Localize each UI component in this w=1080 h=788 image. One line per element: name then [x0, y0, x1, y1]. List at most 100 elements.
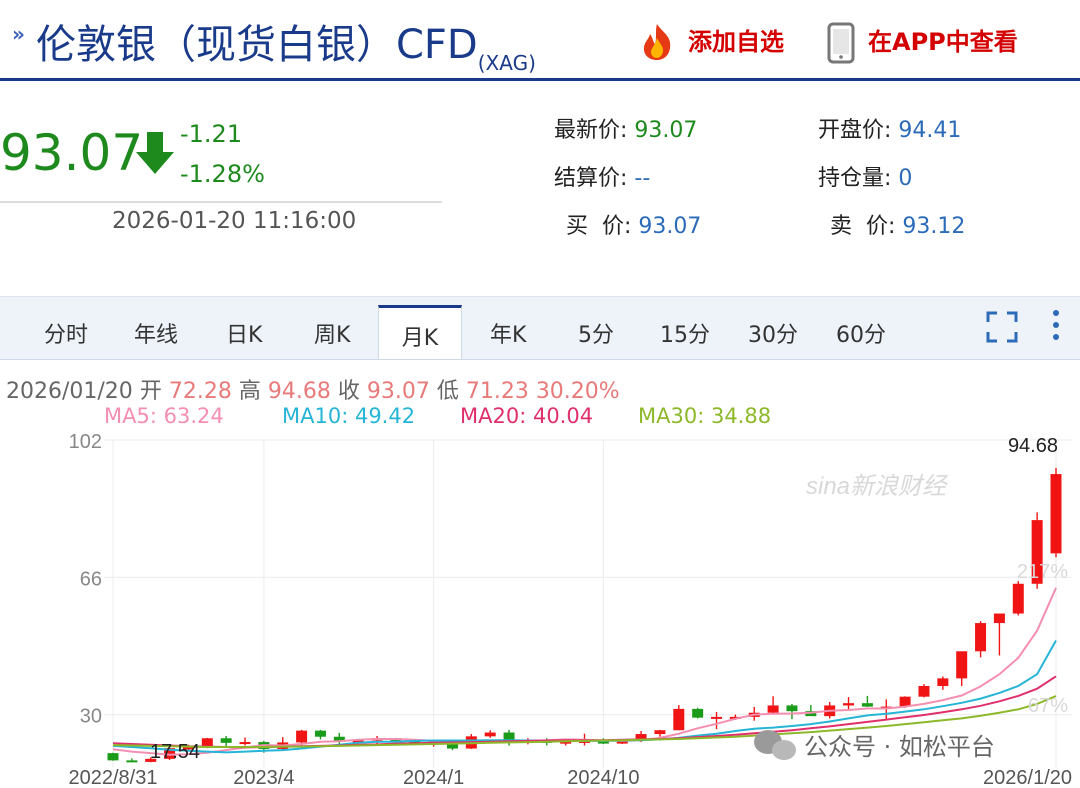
field-value: 93.07 — [638, 214, 702, 239]
x-tick-label: 2023/4 — [233, 767, 294, 788]
wechat-icon — [754, 730, 796, 760]
candle — [805, 705, 817, 717]
candle — [654, 729, 666, 737]
divider — [0, 201, 442, 203]
ohlc-date: 2026/01/20 — [6, 379, 133, 404]
y-tick-label: 102 — [69, 431, 102, 453]
wechat-text: 公众号 · 如松平台 — [804, 733, 995, 761]
price-change: -1.21 — [180, 120, 243, 148]
x-tick-label: 2024/1 — [403, 767, 464, 788]
ask-price-field: 卖 价: 93.12 — [830, 208, 965, 240]
field-label: 结算价: — [554, 166, 628, 191]
open-interest-field: 持仓量: 0 — [818, 160, 912, 192]
breadcrumb-chevron-icon: » — [12, 22, 25, 46]
candle-body — [164, 748, 176, 759]
candle-body — [786, 705, 798, 712]
candle-body — [126, 760, 138, 763]
settle-price-field: 结算价: -- — [554, 160, 650, 192]
candle-body — [861, 703, 873, 707]
phone-icon[interactable] — [826, 22, 856, 64]
field-label: 买 价: — [566, 214, 632, 239]
candle — [1031, 512, 1043, 589]
max-price-label: 94.68 — [1008, 435, 1058, 457]
y-tick-label: 30 — [80, 706, 102, 728]
candle-body — [635, 734, 647, 741]
price-change-pct: -1.28% — [180, 160, 265, 188]
candle — [843, 697, 855, 711]
candle-body — [409, 740, 421, 744]
add-watchlist-button[interactable]: 添加自选 — [688, 28, 784, 56]
candle-body — [654, 730, 666, 735]
candle — [239, 737, 251, 746]
fullscreen-icon[interactable] — [986, 311, 1018, 343]
candle-body — [975, 623, 987, 652]
tab-year-line[interactable]: 年线 — [134, 323, 179, 348]
candle — [711, 711, 723, 730]
open-value: 72.28 — [168, 379, 232, 404]
candle — [277, 737, 289, 750]
current-price: 93.07 — [0, 124, 144, 182]
ma20-label: MA20: 40.04 — [460, 404, 594, 428]
tab-60min[interactable]: 60分 — [836, 323, 886, 348]
page-header: » 伦敦银（现货白银）CFD(XAG) 添加自选 在APP中查看 — [0, 0, 1080, 81]
low-value: 71.23 — [465, 379, 529, 404]
tab-5min[interactable]: 5分 — [578, 323, 614, 348]
ma5-line — [112, 587, 1057, 756]
ma30-line — [112, 695, 1057, 748]
tab-30min[interactable]: 30分 — [748, 323, 798, 348]
candle — [937, 676, 949, 690]
latest-price-field: 最新价: 93.07 — [554, 112, 697, 144]
field-value: 94.41 — [898, 118, 962, 143]
candle — [126, 758, 138, 763]
wechat-watermark: 公众号 · 如松平台 — [754, 730, 995, 761]
tab-weekly-k[interactable]: 周K — [314, 323, 351, 348]
candle-body — [616, 740, 628, 744]
ohlc-summary: 2026/01/20 开 72.28 高 94.68 收 93.07 低 71.… — [6, 373, 620, 405]
candle — [673, 705, 685, 731]
ma5-label: MA5: 63.24 — [104, 404, 224, 428]
candle — [767, 696, 779, 714]
y-tick-label: 66 — [80, 568, 102, 590]
tab-15min[interactable]: 15分 — [660, 323, 710, 348]
fire-icon[interactable] — [634, 22, 680, 64]
candle — [786, 703, 798, 720]
candle-body — [446, 741, 458, 749]
field-label: 最新价: — [554, 118, 628, 143]
candle — [1012, 581, 1024, 616]
high-value: 94.68 — [267, 379, 331, 404]
candle-body — [956, 651, 968, 679]
tab-yearly-k[interactable]: 年K — [490, 323, 527, 348]
candle-body — [182, 747, 194, 750]
candle — [296, 729, 308, 746]
candle — [880, 699, 892, 721]
candle — [220, 735, 232, 748]
sina-watermark: sina新浪财经 — [806, 473, 949, 500]
candle — [314, 729, 326, 740]
close-label: 收 — [337, 379, 360, 404]
candle-body — [333, 736, 345, 742]
tab-daily-k[interactable]: 日K — [226, 323, 263, 348]
close-value: 93.07 — [366, 379, 430, 404]
candle-body — [296, 730, 308, 743]
low-label: 低 — [436, 379, 459, 404]
candle-body — [107, 753, 119, 761]
candle-body — [1012, 583, 1024, 614]
tab-intraday[interactable]: 分时 — [44, 323, 89, 348]
change-pct-value: 30.20% — [535, 379, 620, 404]
ma10-label: MA10: 49.42 — [282, 404, 416, 428]
candle-body — [692, 708, 704, 718]
candle — [333, 732, 345, 746]
candle-body — [145, 758, 157, 762]
candle — [484, 730, 496, 738]
field-value: 93.12 — [902, 214, 966, 239]
view-in-app-button[interactable]: 在APP中查看 — [868, 28, 1018, 56]
tab-monthly-k[interactable]: 月K — [378, 305, 462, 359]
more-menu-icon[interactable] — [1050, 307, 1062, 343]
candle-body — [918, 686, 930, 697]
candle-body — [220, 738, 232, 743]
high-label: 高 — [238, 379, 261, 404]
candle — [692, 707, 704, 719]
candle — [1050, 467, 1062, 558]
x-tick-label: 2026/1/20 — [983, 767, 1072, 788]
